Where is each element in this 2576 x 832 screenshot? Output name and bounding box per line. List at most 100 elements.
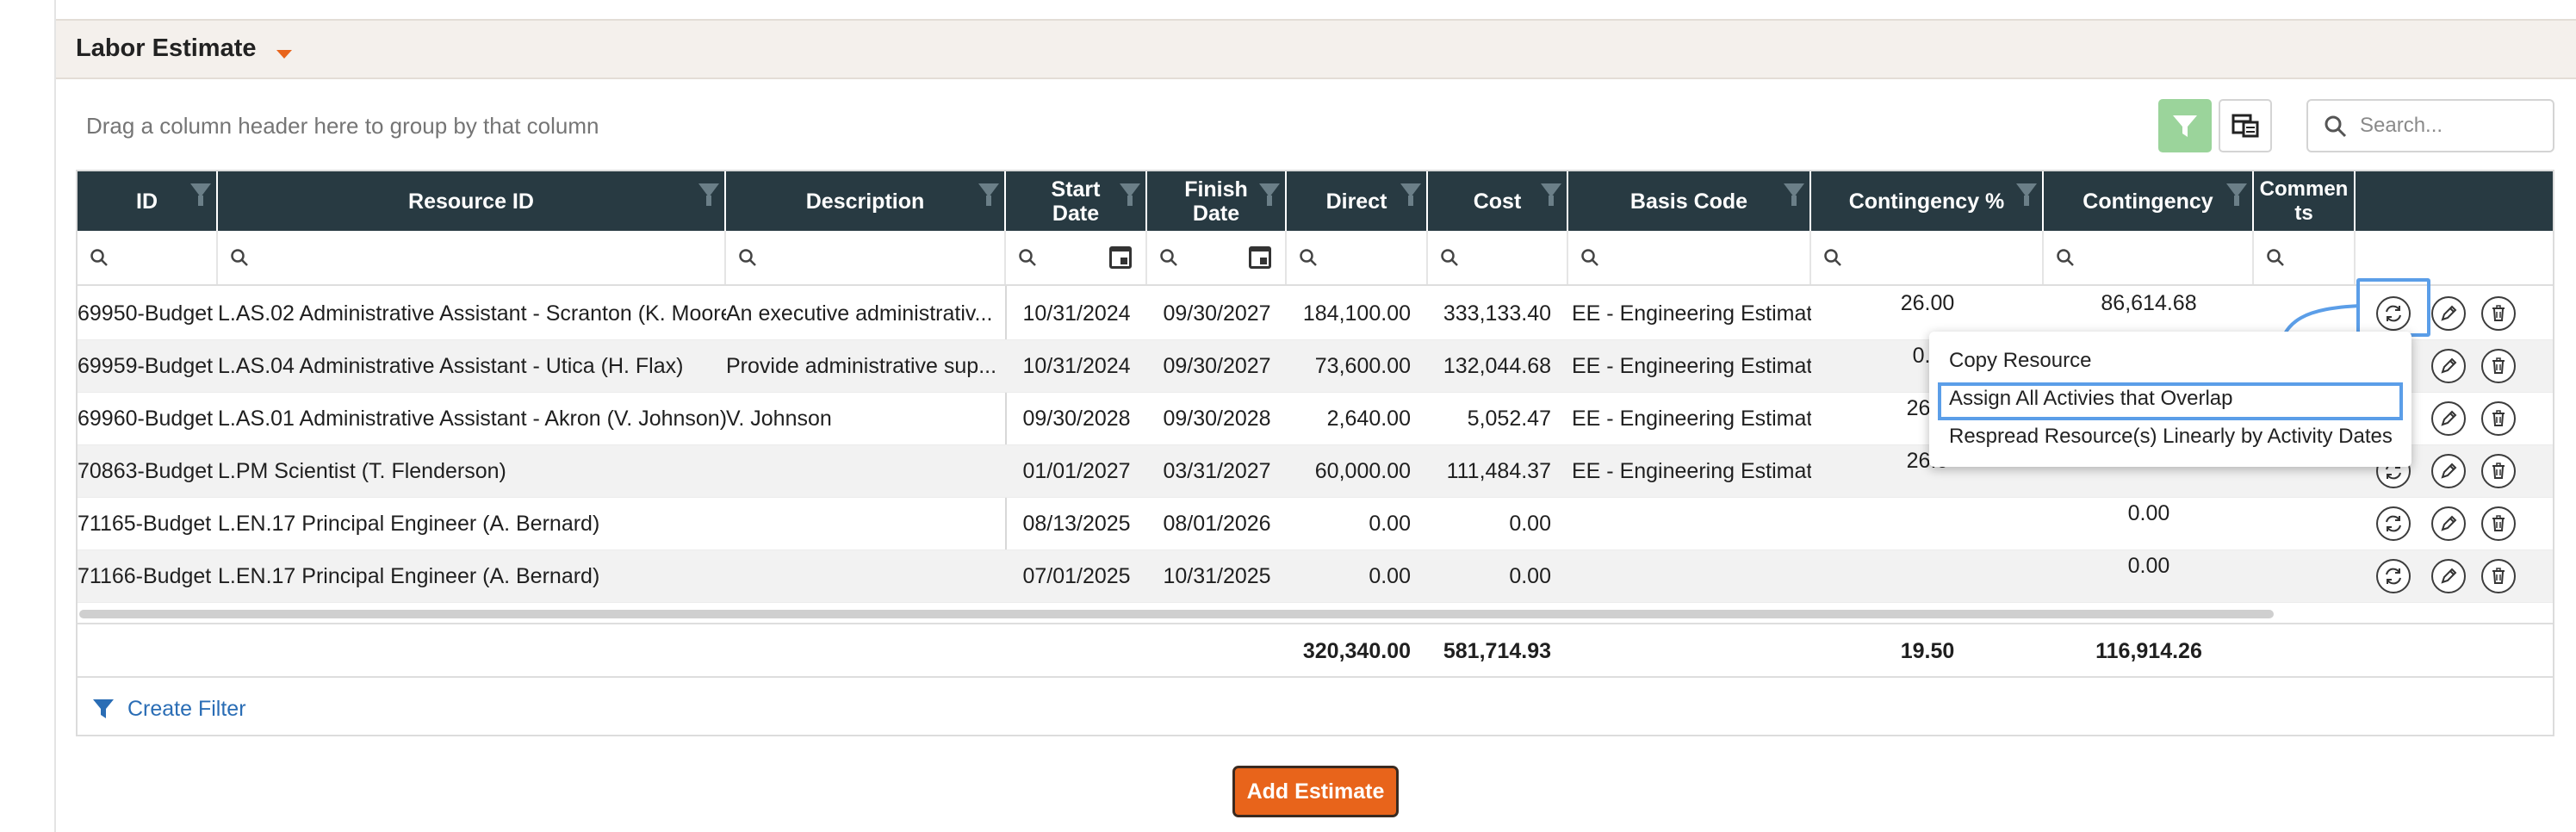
cell-finish-date: 09/30/2028 (1163, 407, 1271, 431)
cell-finish-date: 09/30/2027 (1163, 301, 1271, 326)
filter-cell-finish-date[interactable] (1147, 231, 1287, 284)
refresh-button[interactable] (2376, 559, 2411, 593)
column-header-resource-id[interactable]: Resource ID (218, 171, 726, 231)
menu-item-highlight (1938, 382, 2403, 420)
pencil-icon (2441, 463, 2457, 479)
filter-icon[interactable] (1259, 183, 1280, 197)
menu-item-respread-resources[interactable]: Respread Resource(s) Linearly by Activit… (1949, 425, 2393, 448)
delete-button[interactable] (2481, 506, 2516, 541)
trash-icon (2492, 515, 2505, 531)
calendar-icon[interactable] (1109, 246, 1132, 269)
column-header-direct[interactable]: Direct (1287, 171, 1428, 231)
filter-toggle-button[interactable] (2158, 99, 2212, 152)
search-icon (90, 249, 108, 266)
table-row[interactable]: 71166-Budget L.EN.17 Principal Engineer … (78, 550, 2553, 603)
edit-button[interactable] (2431, 349, 2466, 383)
search-icon (1824, 249, 1841, 266)
search-icon (2325, 115, 2347, 138)
cell-finish-date: 09/30/2027 (1163, 354, 1271, 378)
search-input[interactable] (2360, 111, 2541, 140)
cell-direct: 0.00 (1369, 512, 1411, 536)
cell-description (726, 498, 1006, 550)
filter-icon[interactable] (698, 183, 719, 197)
edit-button[interactable] (2431, 559, 2466, 593)
edit-button[interactable] (2431, 454, 2466, 488)
cell-start-date: 08/13/2025 (1022, 512, 1131, 536)
cell-contingency-pct[interactable] (1811, 498, 2044, 550)
calendar-icon[interactable] (1249, 246, 1271, 269)
filter-icon[interactable] (1784, 183, 1804, 197)
table-row[interactable]: 69960-Budget L.AS.01 Administrative Assi… (78, 393, 2553, 445)
caret-down-icon[interactable] (276, 50, 292, 59)
table-row[interactable]: 71165-Budget L.EN.17 Principal Engineer … (78, 498, 2553, 550)
delete-button[interactable] (2481, 296, 2516, 331)
filter-icon[interactable] (2016, 183, 2037, 197)
filter-cell-contingency[interactable] (2044, 231, 2254, 284)
pencil-icon (2441, 568, 2457, 584)
search-icon (739, 249, 756, 266)
column-header-comments[interactable]: Comments (2254, 171, 2356, 231)
column-header-finish-date[interactable]: Finish Date (1147, 171, 1287, 231)
filter-icon[interactable] (2226, 183, 2247, 197)
column-header-cost[interactable]: Cost (1428, 171, 1568, 231)
filter-cell-contingency-pct[interactable] (1811, 231, 2044, 284)
delete-button[interactable] (2481, 401, 2516, 436)
filter-icon[interactable] (978, 183, 999, 197)
search-icon (1300, 249, 1317, 266)
column-header-basis-code[interactable]: Basis Code (1568, 171, 1811, 231)
cell-contingency-pct[interactable]: 26.00 (1900, 291, 1955, 315)
delete-button[interactable] (2481, 349, 2516, 383)
pencil-icon (2441, 305, 2457, 321)
cell-cost: 0.00 (1509, 512, 1551, 536)
filter-icon[interactable] (1120, 183, 1140, 197)
filter-cell-start-date[interactable] (1006, 231, 1147, 284)
cell-id: 70863-Budget (78, 459, 214, 483)
cell-contingency-pct[interactable] (1811, 550, 2044, 603)
filter-cell-basis-code[interactable] (1568, 231, 1811, 284)
table-row[interactable]: 69950-Budget L.AS.02 Administrative Assi… (78, 288, 2553, 340)
menu-item-copy-resource[interactable]: Copy Resource (1949, 349, 2092, 372)
filter-cell-description[interactable] (726, 231, 1006, 284)
cell-id: 69950-Budget (78, 301, 214, 326)
cell-id: 71165-Budget (78, 512, 212, 536)
cell-basis-code (1568, 550, 1811, 603)
column-header-start-date[interactable]: Start Date (1006, 171, 1147, 231)
column-chooser-button[interactable] (2219, 99, 2272, 152)
delete-button[interactable] (2481, 454, 2516, 488)
cell-basis-code: EE - Engineering Estimate (1572, 407, 1811, 431)
edit-button[interactable] (2431, 506, 2466, 541)
filter-icon[interactable] (1400, 183, 1421, 197)
search-box[interactable] (2306, 99, 2554, 152)
section-header[interactable]: Labor Estimate (56, 19, 2576, 79)
add-estimate-button[interactable]: Add Estimate (1232, 766, 1399, 817)
filter-cell-direct[interactable] (1287, 231, 1428, 284)
cell-id: 69959-Budget (78, 354, 214, 378)
total-contingency: 116,914.26 (2095, 639, 2202, 663)
column-header-id[interactable]: ID (78, 171, 218, 231)
create-filter-link[interactable]: Create Filter (91, 692, 246, 726)
cell-resource-id: L.AS.04 Administrative Assistant - Utica… (218, 354, 684, 378)
filter-icon[interactable] (190, 183, 211, 197)
column-header-label: Basis Code (1629, 189, 1748, 214)
cell-cost: 0.00 (1509, 564, 1551, 588)
edit-button[interactable] (2431, 401, 2466, 436)
edit-button[interactable] (2431, 296, 2466, 331)
column-header-description[interactable]: Description (726, 171, 1006, 231)
refresh-button[interactable] (2376, 296, 2411, 331)
cell-contingency: 0.00 (2127, 554, 2170, 578)
column-header-label: Description (805, 189, 925, 214)
delete-button[interactable] (2481, 559, 2516, 593)
filter-cell-resource-id[interactable] (218, 231, 726, 284)
group-by-drop-zone[interactable]: Drag a column header here to group by th… (86, 113, 599, 139)
column-header-contingency[interactable]: Contingency (2044, 171, 2254, 231)
refresh-button[interactable] (2376, 506, 2411, 541)
cell-basis-code (1568, 498, 1811, 550)
horizontal-scrollbar[interactable] (79, 610, 2274, 618)
filter-cell-comments[interactable] (2254, 231, 2356, 284)
filter-icon[interactable] (1541, 183, 1561, 197)
filter-cell-id[interactable] (78, 231, 218, 284)
filter-cell-cost[interactable] (1428, 231, 1568, 284)
menu-item-assign-all-activities[interactable]: Assign All Activies that Overlap (1949, 387, 2233, 410)
column-header-contingency-pct[interactable]: Contingency % (1811, 171, 2044, 231)
